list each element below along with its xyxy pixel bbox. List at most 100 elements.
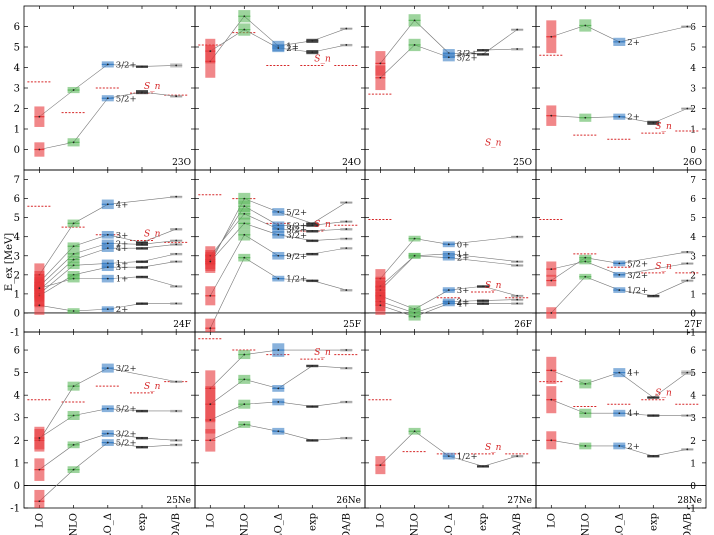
level-point-USDA/B (175, 195, 178, 198)
nucleus-label-27F: 27F (684, 320, 702, 330)
panel-frame-25O (364, 5, 537, 171)
level-point-NLO_Δ (277, 254, 280, 257)
level-label-25F: 9/2+ (286, 252, 307, 262)
x-tick-label-exp: exp (137, 513, 148, 531)
level-point-NLO_Δ (106, 432, 109, 435)
level-label-25F: 5/2+ (286, 208, 307, 218)
y-tick-label: 5 (14, 368, 20, 379)
level-point-exp (141, 266, 143, 269)
y-tick-label: 0 (14, 481, 20, 492)
y-tick-label: 7 (690, 176, 696, 186)
level-label-24O: 1+ (286, 42, 299, 52)
level-point-exp (141, 241, 143, 244)
level-point-LO (550, 35, 553, 38)
level-label-27F: 5/2+ (627, 259, 648, 269)
nucleus-label-24O: 24O (342, 158, 361, 168)
level-line-27F (551, 261, 688, 276)
level-point-NLO_Δ (106, 203, 109, 206)
level-point-USDA/B (516, 455, 519, 458)
nucleus-label-24F: 24F (173, 320, 191, 330)
nucleus-label-26F: 26F (514, 320, 532, 330)
level-point-USDA/B (345, 27, 348, 30)
y-tick-label: 2 (14, 104, 20, 115)
sn-label-26F: S_n (485, 281, 502, 291)
level-point-LO (38, 437, 41, 439)
level-point-NLO (413, 19, 416, 22)
level-label-25O: 3/2+ (457, 49, 478, 59)
y-tick-label: 3 (14, 413, 20, 424)
level-point-NLO (72, 443, 75, 446)
x-tick-label-LO: LO (546, 513, 557, 528)
level-line-26F (380, 253, 518, 287)
level-point-NLO_Δ (447, 302, 450, 305)
y-tick-label: 1 (690, 459, 696, 469)
level-point-LO (379, 76, 382, 79)
level-point-USDA/B (175, 64, 178, 67)
level-point-NLO (584, 445, 587, 447)
level-label-25F: 3/2+ (286, 225, 307, 235)
panel-frame-27Ne (364, 331, 537, 509)
y-tick-label: 1 (14, 458, 20, 469)
level-point-NLO (243, 378, 246, 381)
nucleus-label-26Ne: 26Ne (336, 496, 361, 506)
level-point-exp (141, 446, 143, 448)
y-tick-label: 3 (690, 252, 696, 262)
y-tick-label: 6 (14, 194, 20, 205)
level-point-USDA/B (686, 279, 689, 282)
level-line-26O (551, 25, 688, 43)
level-label-25F: 3/2+ (286, 231, 307, 241)
level-point-USDA/B (345, 367, 348, 370)
level-point-exp (652, 294, 655, 297)
level-point-NLO_Δ (447, 56, 450, 59)
y-tick-label: 4 (14, 63, 20, 74)
level-point-exp (311, 51, 314, 54)
level-point-USDA/B (175, 95, 178, 98)
level-label-28Ne: 4+ (627, 409, 640, 419)
level-point-NLO_Δ (106, 247, 109, 250)
y-tick-label: 0 (14, 145, 20, 156)
level-point-LO (550, 369, 553, 372)
level-point-NLO (72, 414, 75, 417)
sn-label-23O: S_n (144, 82, 161, 92)
nucleus-label-28Ne: 28Ne (677, 496, 702, 506)
x-tick-label-exp: exp (307, 513, 318, 531)
level-point-exp (482, 285, 484, 288)
level-line-25F (210, 234, 347, 296)
y-tick-label: 4 (690, 233, 696, 243)
level-point-NLO (243, 205, 246, 208)
nucleus-label-25F: 25F (343, 320, 361, 330)
level-point-USDA/B (516, 28, 519, 31)
y-tick-label: 6 (690, 195, 696, 205)
panel-frame-25Ne (23, 331, 196, 509)
level-label-26F: 1+ (457, 250, 470, 260)
axis-layer: 01234560123456-101234567-101234567-10123… (10, 5, 707, 535)
level-point-NLO_Δ (618, 371, 621, 374)
x-tick-label-exp: exp (648, 513, 659, 531)
level-label-24F: 2+ (116, 239, 129, 249)
level-point-USDA/B (175, 410, 178, 412)
level-point-LO (38, 115, 41, 118)
level-point-exp (141, 91, 143, 93)
level-point-LO (38, 148, 41, 151)
nucleus-label-26O: 26O (683, 158, 702, 168)
level-point-USDA/B (686, 448, 689, 451)
level-point-NLO (72, 222, 75, 225)
level-point-LO (209, 327, 212, 330)
level-point-NLO_Δ (447, 455, 450, 458)
level-point-NLO_Δ (277, 387, 280, 390)
level-point-USDA/B (345, 220, 348, 223)
level-point-exp (141, 243, 143, 246)
level-label-26O: 2+ (627, 38, 640, 48)
sn-label-27F: S_n (655, 262, 672, 272)
level-point-USDA/B (175, 252, 178, 255)
level-point-LO (38, 304, 41, 307)
sn-label-28Ne: S_n (655, 389, 672, 399)
y-tick-label: 1 (14, 289, 20, 300)
level-label-26F: 0+ (457, 240, 470, 250)
level-point-USDA/B (175, 285, 178, 288)
level-label-24F: 1+ (116, 259, 129, 269)
y-tick-label: 3 (690, 414, 696, 424)
y-tick-label: 0 (690, 482, 696, 492)
level-point-exp (311, 364, 314, 367)
level-point-exp (311, 222, 314, 225)
